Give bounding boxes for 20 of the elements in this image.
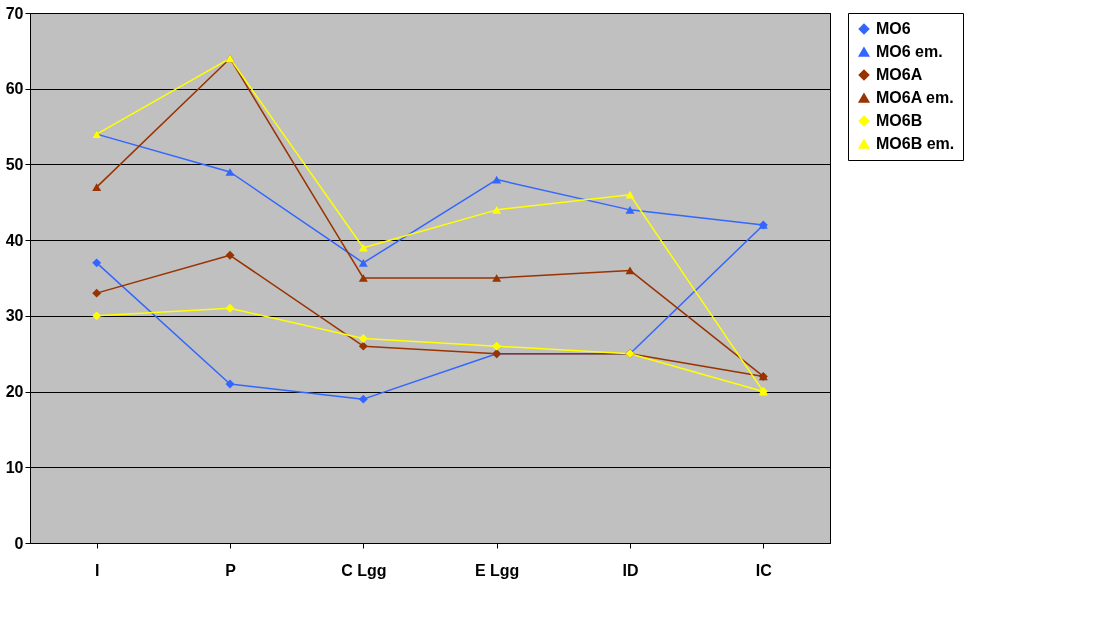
y-tick-label: 70 [5, 4, 24, 22]
legend-label: MO6A [876, 66, 923, 83]
x-tick-label: IC [755, 561, 773, 579]
y-tick-label: 60 [5, 80, 24, 98]
x-tick-label: E Lgg [474, 561, 520, 579]
x-tick-label: I [94, 561, 100, 579]
x-tick-label: P [225, 561, 237, 579]
legend-label: MO6B em. [876, 135, 955, 152]
y-tick-label: 20 [5, 383, 24, 401]
y-tick-label: 0 [14, 534, 24, 552]
x-tick-label: ID [622, 561, 639, 579]
legend-label: MO6 [876, 20, 911, 37]
y-tick-label: 10 [5, 458, 24, 476]
x-tick-label: C Lgg [341, 561, 387, 579]
legend-label: MO6 em. [876, 43, 943, 60]
y-tick-label: 40 [5, 231, 24, 249]
y-tick-label: 50 [5, 155, 24, 173]
legend-label: MO6A em. [876, 89, 954, 106]
y-tick-label: 30 [5, 307, 24, 325]
legend-label: MO6B [876, 112, 923, 129]
